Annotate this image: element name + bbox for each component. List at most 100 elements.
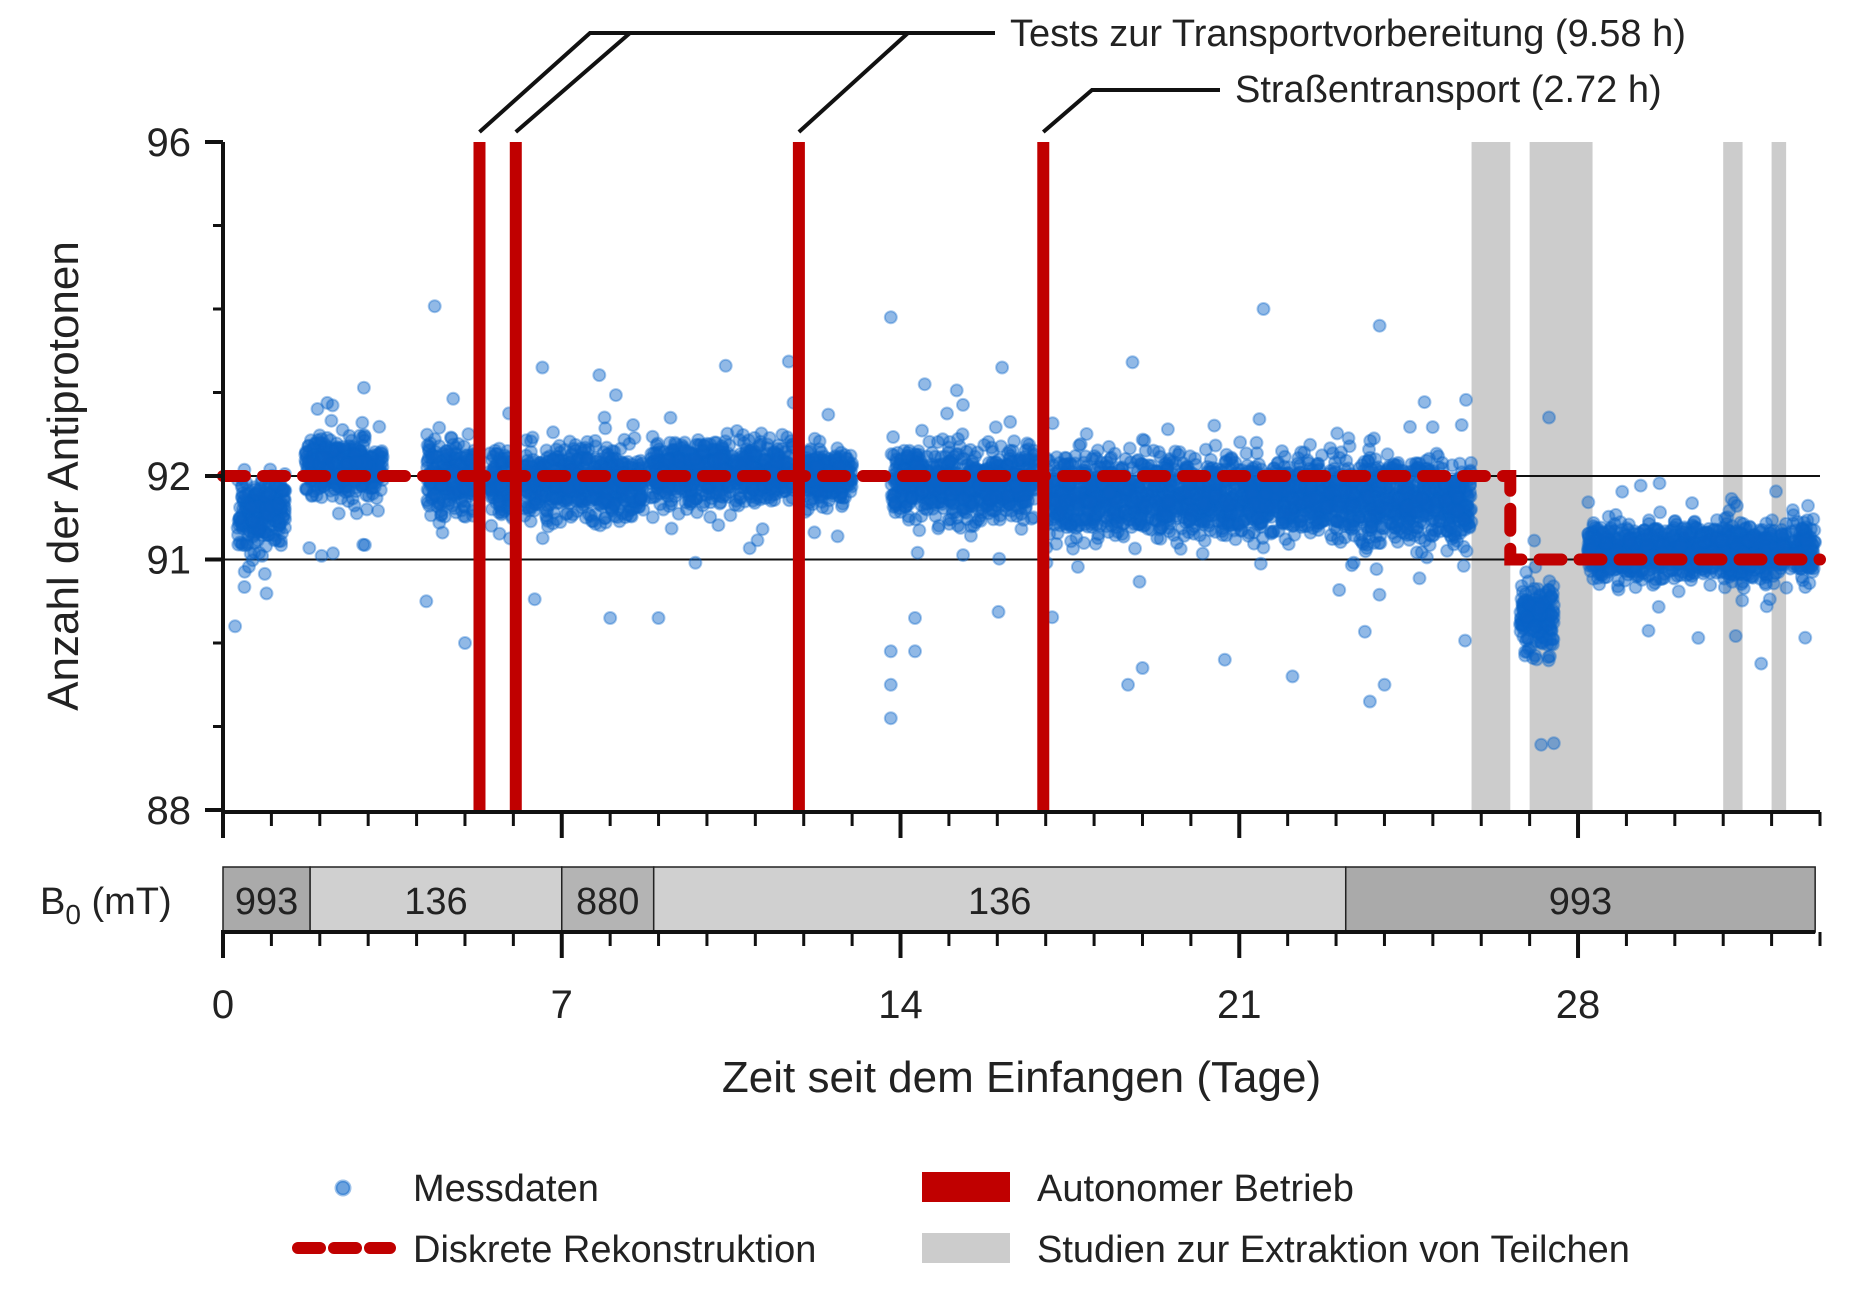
- data-point: [267, 509, 281, 524]
- data-point: [944, 487, 959, 502]
- data-point: [900, 449, 915, 464]
- data-point: [888, 495, 903, 510]
- data-point: [243, 506, 258, 521]
- data-point: [582, 495, 597, 510]
- data-point: [252, 489, 267, 503]
- data-point: [271, 534, 286, 549]
- data-point: [949, 383, 964, 398]
- data-point: [271, 515, 286, 530]
- data-point: [246, 513, 260, 528]
- data-point: [922, 434, 937, 449]
- data-point: [593, 518, 608, 533]
- data-point: [956, 548, 971, 563]
- data-point: [326, 546, 340, 561]
- data-point: [607, 497, 622, 512]
- data-point: [372, 419, 387, 434]
- data-point: [1128, 541, 1142, 556]
- data-point: [312, 428, 327, 443]
- data-point: [356, 380, 371, 395]
- data-point: [988, 420, 1003, 435]
- data-point: [524, 434, 538, 449]
- data-point: [259, 586, 274, 601]
- data-point: [1239, 446, 1254, 461]
- data-point: [302, 541, 317, 555]
- data-point: [246, 492, 261, 507]
- data-point: [622, 486, 637, 501]
- data-point: [812, 434, 827, 449]
- data-point: [807, 525, 822, 540]
- data-point: [758, 479, 773, 494]
- data-point: [246, 488, 261, 503]
- data-point: [546, 425, 561, 440]
- data-point: [492, 497, 507, 512]
- data-point: [263, 510, 278, 525]
- data-point: [608, 388, 623, 403]
- data-point: [1017, 493, 1032, 508]
- data-point: [889, 452, 904, 467]
- data-point: [598, 421, 613, 436]
- data-point: [439, 444, 454, 459]
- data-point: [253, 481, 268, 496]
- data-point: [747, 444, 762, 459]
- data-point: [335, 422, 350, 437]
- data-point: [424, 508, 438, 523]
- data-point: [527, 592, 542, 607]
- data-point: [750, 533, 765, 548]
- data-point: [272, 522, 287, 537]
- data-point: [535, 531, 550, 546]
- data-point: [1003, 443, 1017, 458]
- data-point: [920, 496, 935, 511]
- data-point: [331, 506, 346, 521]
- data-point: [310, 402, 325, 416]
- data-point: [492, 526, 507, 541]
- data-point: [277, 483, 292, 498]
- data-point: [626, 418, 641, 432]
- data-point: [886, 430, 901, 444]
- data-point: [560, 481, 575, 496]
- data-point: [446, 391, 461, 406]
- data-point: [741, 433, 756, 448]
- data-point: [711, 518, 726, 533]
- data-point: [956, 397, 970, 412]
- data-point: [277, 507, 292, 522]
- data-point: [1195, 546, 1210, 561]
- data-point: [1000, 488, 1015, 503]
- data-point: [355, 430, 370, 445]
- data-point: [942, 516, 957, 531]
- data-point: [271, 497, 286, 511]
- data-point: [314, 548, 329, 563]
- data-point: [324, 413, 339, 428]
- data-point: [764, 493, 779, 508]
- data-point: [355, 415, 370, 430]
- data-point: [953, 520, 968, 535]
- data-point: [491, 454, 506, 469]
- data-point: [1107, 506, 1121, 521]
- data-point: [560, 506, 575, 521]
- data-point: [672, 454, 687, 469]
- data-point: [540, 513, 555, 528]
- data-point: [1233, 435, 1248, 450]
- data-point: [367, 480, 382, 495]
- data-point: [1263, 524, 1278, 539]
- data-point: [458, 509, 473, 524]
- data-point: [1073, 437, 1088, 452]
- data-point: [1186, 526, 1201, 541]
- data-point: [246, 514, 261, 529]
- data-point: [832, 481, 847, 496]
- data-point: [1070, 559, 1085, 574]
- data-point: [1101, 439, 1116, 454]
- data-point: [544, 492, 559, 507]
- data-point: [1251, 457, 1266, 472]
- data-point: [1172, 445, 1187, 460]
- data-point: [695, 498, 710, 513]
- data-point: [427, 299, 442, 314]
- data-point: [656, 502, 671, 517]
- data-point: [683, 495, 698, 510]
- data-point: [253, 520, 268, 535]
- data-point: [600, 448, 615, 462]
- data-point: [529, 497, 543, 512]
- data-point: [1135, 432, 1150, 447]
- data-point: [494, 479, 509, 494]
- data-point: [830, 529, 845, 544]
